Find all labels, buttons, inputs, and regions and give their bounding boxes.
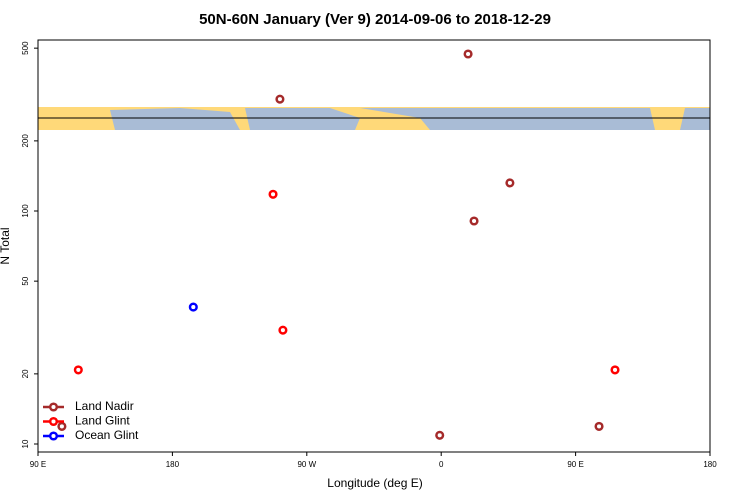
x-tick-label: 180 [166, 460, 180, 469]
point [463, 49, 473, 59]
x-tick-label: 0 [439, 460, 444, 469]
y-tick-label: 100 [21, 204, 30, 218]
point [57, 421, 67, 431]
y-axis-label: N Total [0, 227, 12, 264]
legend-label: Land Nadir [75, 399, 134, 413]
legend-marker [48, 416, 59, 427]
plot-frame [37, 39, 711, 453]
x-tick-label: 90 W [297, 460, 316, 469]
legend-marker [48, 402, 59, 412]
x-tick-label: 90 E [30, 460, 46, 469]
legend-marker [48, 431, 59, 441]
y-tick-label: 500 [21, 41, 30, 55]
x-tick-label: 90 E [567, 460, 583, 469]
point [73, 365, 83, 375]
point [278, 325, 288, 335]
point [275, 94, 285, 104]
y-tick-label: 200 [21, 134, 30, 148]
y-tick-label: 50 [21, 276, 30, 285]
point [188, 302, 198, 312]
legend-label: Land Glint [75, 414, 130, 428]
map-strip [38, 107, 710, 130]
point [594, 421, 604, 431]
y-tick-label: 20 [21, 369, 30, 378]
point [505, 178, 515, 188]
x-axis-label: Longitude (deg E) [327, 476, 422, 490]
legend-label: Ocean Glint [75, 428, 139, 442]
point [268, 189, 278, 199]
point [435, 430, 445, 440]
point [610, 365, 620, 375]
x-tick-label: 180 [703, 460, 717, 469]
chart-title: 50N-60N January (Ver 9) 2014-09-06 to 20… [199, 11, 551, 28]
y-tick-label: 10 [21, 439, 30, 448]
point [469, 216, 479, 226]
